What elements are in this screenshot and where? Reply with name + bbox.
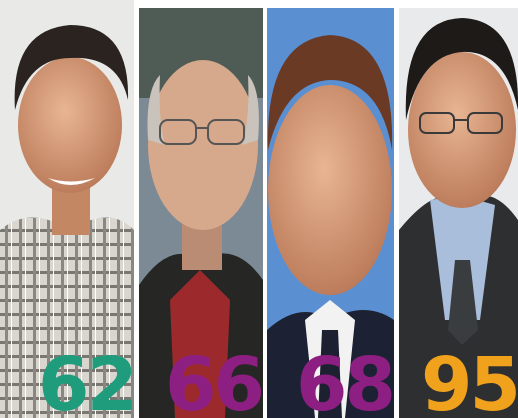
- panel-number: 62: [38, 342, 135, 418]
- panel-number: 66: [165, 342, 262, 418]
- collage: 62 66 68 95: [0, 0, 518, 418]
- panel-number: 95: [421, 342, 518, 418]
- page: 62666895 (() => { const data = JSON.pars…: [0, 0, 518, 418]
- panel-number: 68: [296, 342, 393, 418]
